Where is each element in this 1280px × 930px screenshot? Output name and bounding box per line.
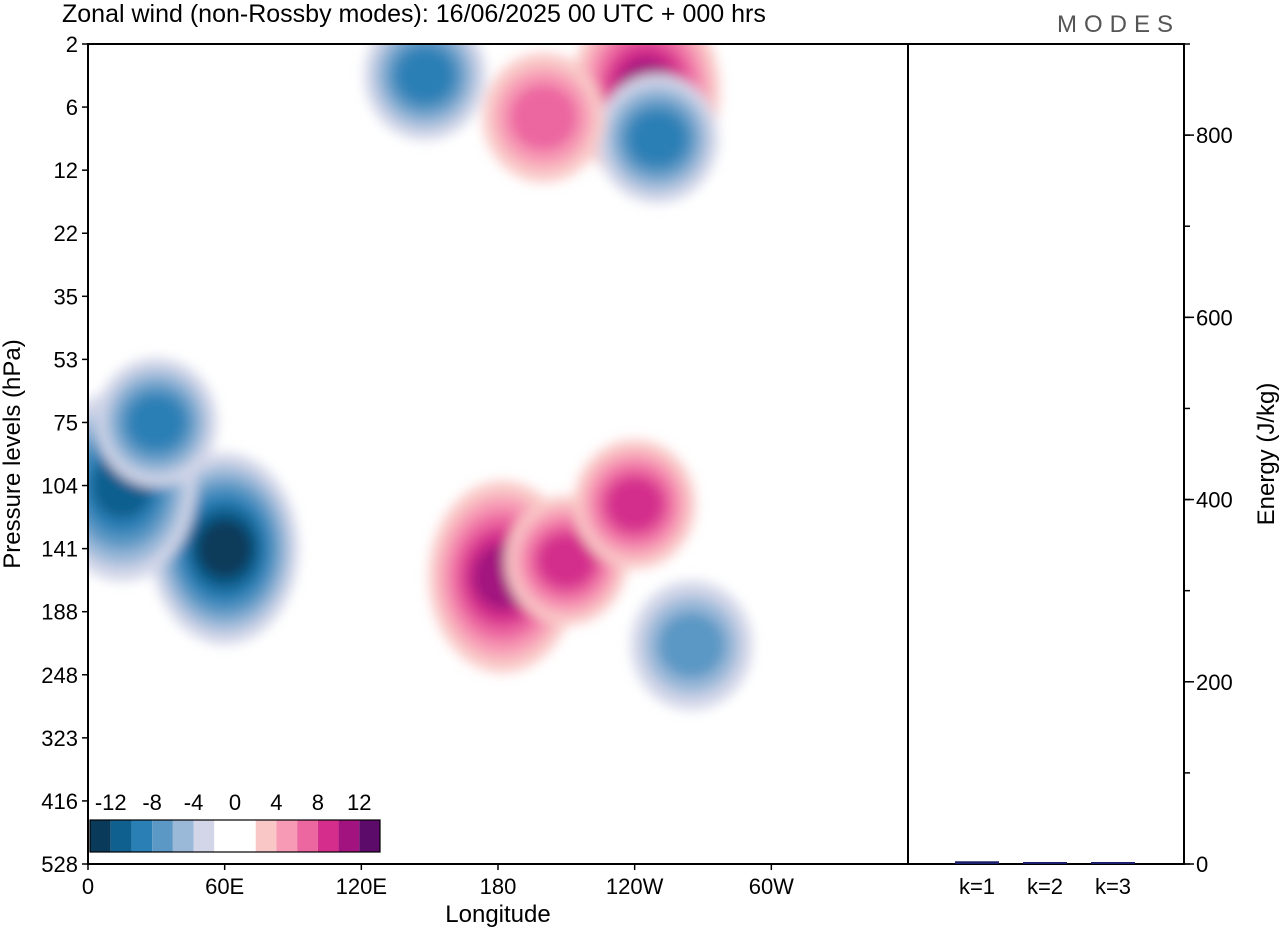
- colorbar-swatch: [172, 820, 194, 852]
- contour-neg-125W--6: [657, 611, 726, 679]
- colorbar-swatch: [90, 820, 111, 852]
- colorbar: -12 -8 -4 0 4 8 12: [89, 790, 381, 853]
- colorbar-swatch: [152, 820, 173, 852]
- x-tick-label: 180: [480, 874, 517, 899]
- colorbar-label: -8: [142, 790, 162, 815]
- colorbar-label: 8: [312, 790, 324, 815]
- energy-bar-label: k=2: [1027, 874, 1063, 899]
- contour-pos-200E-8: [536, 532, 596, 589]
- y-tick-label: 416: [41, 789, 78, 814]
- y-tick-label: 6: [66, 95, 78, 120]
- energy-bars: k=1 k=2 k=3: [955, 861, 1135, 899]
- y-axis-title: Pressure levels (hPa): [0, 339, 26, 568]
- y-tick-label: 53: [54, 347, 78, 372]
- modes-logo: MODES: [1057, 11, 1180, 38]
- energy-tick-label: 800: [1196, 123, 1233, 148]
- contour-trop-neg-upper-0E--8: [126, 394, 186, 451]
- energy-axis: 0 200 400 600 800: [1184, 43, 1233, 877]
- contour-neg-upper-120W--8: [627, 110, 688, 167]
- colorbar-label: -12: [95, 790, 127, 815]
- colorbar-swatch: [193, 820, 215, 852]
- y-tick-label: 75: [54, 410, 78, 435]
- y-tick-label: 141: [41, 537, 78, 562]
- energy-tick-label: 0: [1196, 852, 1208, 877]
- y-tick-label: 2: [66, 32, 78, 57]
- colorbar-swatch: [131, 820, 153, 852]
- colorbar-label: 12: [347, 790, 371, 815]
- contour-plot-frame: [87, 43, 909, 865]
- y-tick-label: 323: [41, 726, 78, 751]
- energy-axis-title: Energy (J/kg): [1253, 383, 1280, 526]
- energy-panel-frame: [907, 43, 1185, 865]
- colorbar-swatch: [235, 820, 256, 852]
- energy-tick-label: 600: [1196, 305, 1233, 330]
- colorbar-label: 0: [229, 790, 241, 815]
- x-tick-label: 0: [82, 874, 94, 899]
- colorbar-frame: [89, 819, 381, 853]
- colorbar-swatch: [317, 820, 339, 852]
- colorbar-swatch: [297, 820, 318, 852]
- energy-bar-label: k=1: [959, 874, 995, 899]
- energy-bar-k=1: [955, 861, 999, 864]
- energy-bar-k=2: [1023, 862, 1067, 864]
- colorbar-swatch: [359, 820, 380, 852]
- contour-neg-upper-140E--8: [395, 47, 455, 104]
- colorbar-swatch: [255, 820, 277, 852]
- x-tick-label: 60W: [749, 874, 794, 899]
- energy-tick-label: 200: [1196, 670, 1233, 695]
- x-tick-label: 120E: [336, 874, 387, 899]
- y-tick-label: 35: [54, 284, 78, 309]
- energy-tick-label: 400: [1196, 488, 1233, 513]
- contour-jet-core-60E--12: [196, 518, 253, 579]
- energy-bar-label: k=3: [1095, 874, 1131, 899]
- y-tick-label: 12: [54, 158, 78, 183]
- contour-pos-upper-210E-6: [509, 84, 578, 151]
- chart-title: Zonal wind (non-Rossby modes): 16/06/202…: [62, 0, 766, 28]
- x-axis: 0 60E 120E 180 120W 60W: [82, 864, 794, 899]
- colorbar-label: 4: [270, 790, 282, 815]
- y-tick-label: 104: [41, 474, 78, 499]
- colorbar-swatch: [276, 820, 298, 852]
- contour-pos-230E-8: [605, 476, 665, 533]
- x-tick-label: 120W: [606, 874, 664, 899]
- colorbar-swatch: [214, 820, 235, 852]
- colorbar-label: -4: [184, 790, 204, 815]
- energy-bar-k=3: [1091, 862, 1135, 864]
- colorbar-swatch: [338, 820, 360, 852]
- x-tick-label: 60E: [205, 874, 244, 899]
- y-tick-label: 528: [41, 852, 78, 877]
- contour-field: [88, 44, 753, 710]
- y-tick-label: 22: [54, 221, 78, 246]
- y-tick-label: 248: [41, 663, 78, 688]
- y-tick-label: 188: [41, 600, 78, 625]
- y-axis: 2 6 12 22 35 53 75 104 141 188 248 323 416 528: [41, 32, 88, 877]
- x-axis-title: Longitude: [445, 901, 550, 928]
- colorbar-swatch: [110, 820, 132, 852]
